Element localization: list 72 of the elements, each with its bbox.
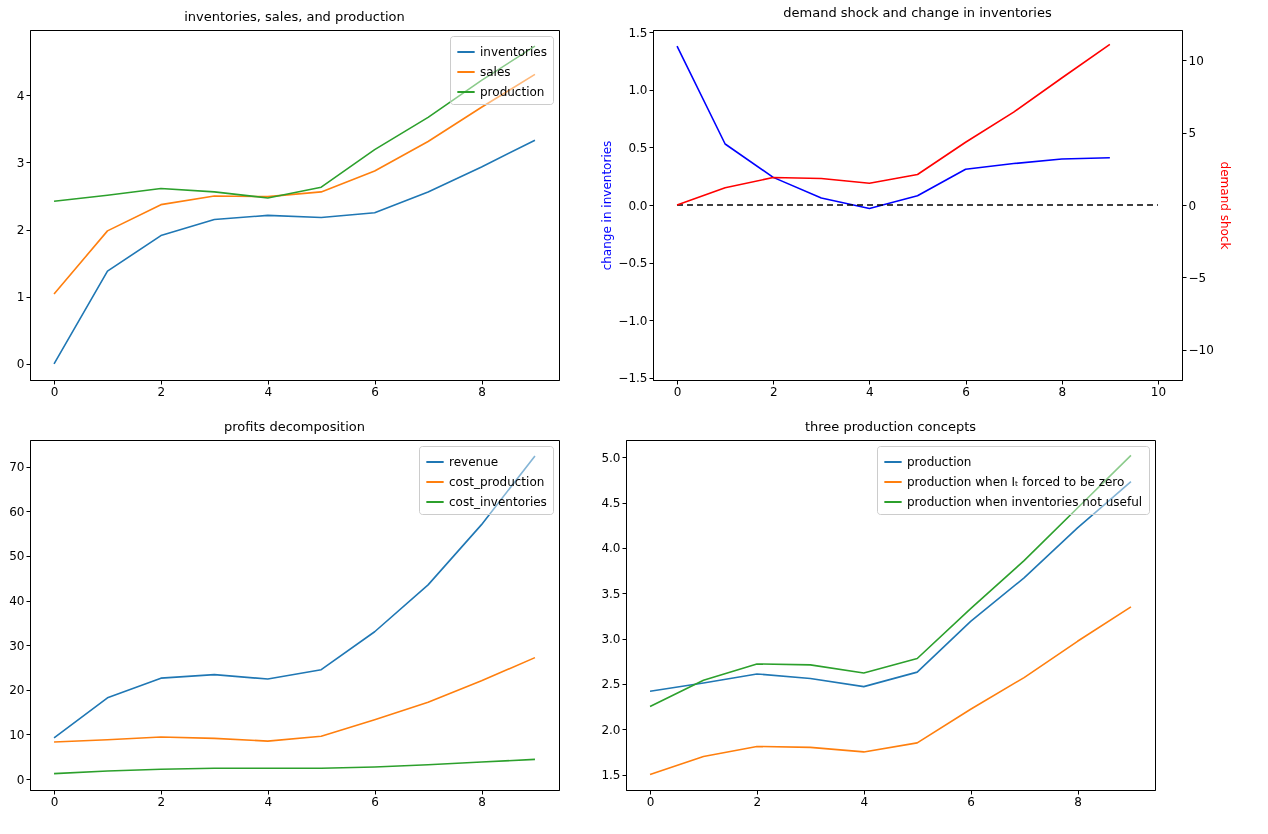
y-tick-label: 3.0 bbox=[601, 632, 621, 647]
y-tick-label: 0 bbox=[16, 357, 25, 372]
chart-title: profits decomposition bbox=[224, 419, 365, 434]
y-tick-label: 1.0 bbox=[628, 83, 648, 98]
x-tick-label: 6 bbox=[962, 384, 970, 399]
y-tick-label: 5.0 bbox=[601, 450, 621, 465]
y-tick-label: 4.0 bbox=[601, 541, 621, 556]
y-tick-label: 70 bbox=[9, 460, 25, 475]
x-tick-label: 4 bbox=[860, 794, 869, 809]
x-tick-label: 8 bbox=[1074, 794, 1082, 809]
legend-label: inventories bbox=[480, 45, 547, 59]
y-tick-label: 1.5 bbox=[601, 768, 621, 783]
y2-tick-label: 0 bbox=[1188, 198, 1197, 213]
line-series bbox=[53, 656, 536, 743]
y-tick-label: 0.0 bbox=[628, 198, 648, 213]
line-series bbox=[649, 606, 1132, 776]
x-tick-label: 2 bbox=[769, 384, 778, 399]
legend-label: cost_inventories bbox=[449, 495, 547, 509]
chart-title: three production concepts bbox=[804, 419, 977, 434]
legend-label: production bbox=[480, 85, 545, 99]
chart-title: inventories, sales, and production bbox=[184, 9, 405, 24]
y-tick-label: 0 bbox=[16, 772, 25, 787]
x-tick-label: 4 bbox=[264, 794, 273, 809]
y-tick-label: 3 bbox=[16, 155, 25, 170]
y-tick-label: 10 bbox=[9, 727, 25, 742]
y-tick-label: 4.5 bbox=[601, 496, 621, 511]
x-tick-label: 4 bbox=[866, 384, 874, 399]
y2-tick-label: 10 bbox=[1188, 53, 1204, 68]
y-tick-label: −1.5 bbox=[618, 371, 648, 386]
y2-tick-label: 5 bbox=[1188, 126, 1197, 141]
x-tick-label: 0 bbox=[50, 384, 59, 399]
line-series bbox=[53, 758, 536, 775]
x-tick-label: 2 bbox=[753, 794, 762, 809]
y2-axis-title: demand shock bbox=[1217, 161, 1232, 250]
y-tick-label: 50 bbox=[9, 549, 25, 564]
legend-label: production when Iₜ forced to be zero bbox=[907, 475, 1125, 489]
x-tick-label: 0 bbox=[50, 794, 59, 809]
chart-title: demand shock and change in inventories bbox=[783, 5, 1052, 21]
y-tick-label: 4 bbox=[16, 88, 25, 103]
y-tick-label: 2.5 bbox=[601, 677, 621, 692]
x-tick-label: 6 bbox=[371, 384, 379, 399]
x-tick-label: 4 bbox=[264, 384, 273, 399]
legend-label: production bbox=[907, 455, 972, 469]
y-tick-label: 3.5 bbox=[601, 586, 621, 601]
x-tick-label: 2 bbox=[157, 384, 166, 399]
x-tick-label: 0 bbox=[673, 384, 682, 399]
x-tick-label: 10 bbox=[1150, 384, 1167, 399]
legend-label: cost_production bbox=[449, 475, 545, 489]
x-tick-label: 8 bbox=[478, 794, 486, 809]
y-tick-label: 30 bbox=[9, 638, 25, 653]
x-tick-label: 8 bbox=[1058, 384, 1067, 399]
x-tick-label: 6 bbox=[371, 794, 379, 809]
y-tick-label: 40 bbox=[9, 594, 25, 609]
y-tick-label: −1.0 bbox=[618, 313, 648, 328]
legend-label: revenue bbox=[449, 455, 499, 469]
x-tick-label: 6 bbox=[967, 794, 975, 809]
legend-label: production when inventories not useful bbox=[907, 495, 1143, 509]
y-tick-label: 2.0 bbox=[601, 722, 621, 737]
y-tick-label: 1 bbox=[16, 290, 25, 305]
y-tick-label: 0.5 bbox=[628, 140, 648, 155]
y-tick-label: 2 bbox=[16, 223, 25, 238]
y-axis-title: change in inventories bbox=[600, 140, 615, 271]
line-series bbox=[53, 139, 536, 365]
x-tick-label: 8 bbox=[478, 384, 486, 399]
x-tick-label: 2 bbox=[157, 794, 166, 809]
y-tick-label: 1.5 bbox=[628, 25, 648, 40]
y-tick-label: 20 bbox=[9, 683, 25, 698]
y2-tick-label: −5 bbox=[1188, 270, 1207, 285]
legend-label: sales bbox=[480, 65, 511, 79]
y-tick-label: 60 bbox=[9, 504, 25, 519]
y-tick-label: −0.5 bbox=[618, 256, 648, 271]
y2-tick-label: −10 bbox=[1188, 343, 1214, 358]
